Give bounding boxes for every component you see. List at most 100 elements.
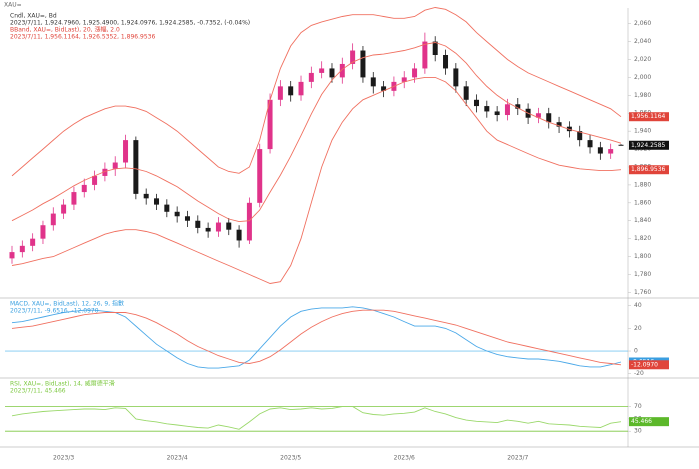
candle-body [102,168,108,176]
candle-body [329,68,335,78]
legend-text: MACD, XAU=, BidLast), 12, 26, 9, 指數 [10,300,124,308]
y-tick-label: 40 [634,302,642,309]
line-series [11,7,622,177]
value-tag-label: 1,896.9536 [631,166,666,173]
y-tick-label: -20 [634,370,644,377]
y-tick-label: 1,760 [634,289,651,296]
candle-body [174,211,180,217]
y-tick-label: 1,840 [634,217,651,224]
value-tag [629,140,669,150]
candle-body [298,81,304,96]
value-tag-label: 45.466 [631,418,652,425]
candle-body [350,50,356,64]
legend-text: 2023/7/11, 45.466 [10,388,66,395]
y-tick-label: 1,860 [634,199,651,206]
candle-body [246,202,252,241]
candle-body [195,220,201,228]
window-title: XAU= [4,2,22,9]
candle-body [608,149,614,154]
candle-body [432,41,438,56]
line-series [11,309,622,366]
legend-text: Cndl, XAU=, Bd [10,13,57,20]
x-tick-label: 2023/4 [167,455,188,462]
candle-body [92,175,98,185]
candle-body [215,222,221,232]
candle-body [184,216,190,221]
legend-text: 2023/7/11, -9.6516, -12.0970 [10,308,99,315]
candle-body [319,68,325,73]
candle-body [443,55,449,69]
candle-body [30,238,36,246]
candle-body [112,162,118,169]
candle-body [81,184,87,193]
candle-body [494,111,500,116]
candle-body [164,204,170,212]
candle-body [381,86,387,91]
candle-body [473,99,479,107]
candle-body [618,144,624,146]
candle-body [422,41,428,69]
value-tag-label: 1,956.1164 [631,113,666,120]
value-tag [629,112,669,122]
y-tick-label: 2,060 [634,20,651,27]
candle-body [143,193,149,199]
y-tick-label: 1,820 [634,235,651,242]
value-tag-label: 1,924.2585 [631,142,666,149]
y-tick-label: 2,000 [634,74,651,81]
candle-body [277,86,283,100]
candle-body [19,245,25,253]
line-series [11,76,622,284]
candle-body [484,106,490,112]
value-tag [629,165,669,175]
y-tick-label: 1,940 [634,128,651,135]
candle-body [587,140,593,148]
candle-body [535,113,541,118]
candle-body [360,50,366,78]
y-tick-label: 1,880 [634,181,651,188]
candle-body [236,229,242,241]
candle-body [339,63,345,78]
candle-body [566,126,572,132]
candle-body [205,227,211,232]
y-tick-label: 1,980 [634,92,651,99]
line-series [11,42,622,223]
y-tick-label: 0 [634,348,638,355]
candle-body [401,77,407,82]
candle-body [123,140,129,163]
candle-body [308,72,314,82]
x-tick-label: 2023/6 [394,455,415,462]
y-tick-label: 2,040 [634,38,651,45]
y-tick-label: 1,780 [634,271,651,278]
value-tag [629,360,669,370]
candle-body [288,86,294,96]
candle-body [504,104,510,116]
candle-body [546,113,552,123]
y-tick-label: 20 [634,325,642,332]
candle-body [9,252,15,259]
y-tick-label: 30 [634,428,642,435]
x-tick-label: 2023/3 [53,455,74,462]
y-tick-label: 70 [634,403,642,410]
candle-body [257,149,263,203]
candle-body [412,68,418,78]
x-tick-label: 2023/7 [507,455,528,462]
value-tag-label: -12.0970 [631,361,658,368]
candle-body [453,68,459,87]
y-tick-label: 2,020 [634,56,651,63]
legend-text: BBand, XAU=, BidLast), 20, 漲幅, 2.0 [10,26,120,34]
candle-body [370,77,376,87]
candle-body [71,192,77,205]
candle-body [61,204,67,214]
legend-text: 2023/7/11, 1,956.1164, 1,926.5352, 1,896… [10,34,155,41]
x-tick-label: 2023/5 [280,455,301,462]
candle-body [597,147,603,154]
candle-body [577,131,583,141]
candle-body [515,104,521,109]
legend-text: 2023/7/11, 1,924.7960, 1,925.4900, 1,924… [10,20,250,27]
candle-body [463,86,469,100]
candle-body [267,99,273,150]
y-tick-label: 1,800 [634,253,651,260]
legend-text: RSI, XAU=, BidLast), 14, 威爾德平滑 [10,380,115,388]
candle-body [226,222,232,230]
